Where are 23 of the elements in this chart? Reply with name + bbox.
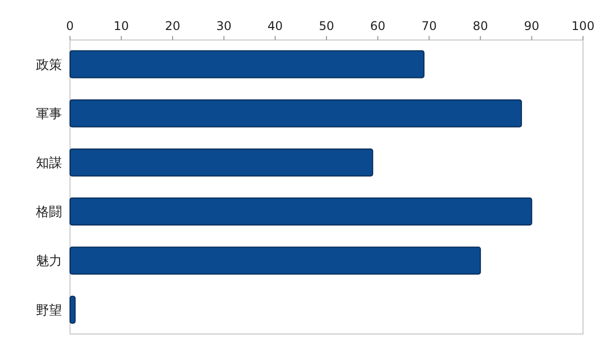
y-tick-label: 軍事 [36,106,62,122]
y-tick-label: 政策 [36,58,62,73]
y-tick-label: 野望 [36,303,62,318]
bar [70,246,481,275]
bar [70,99,522,128]
x-tick-label: 20 [164,19,180,33]
x-tick-label: 40 [268,19,283,33]
x-tick-label: 60 [370,19,386,33]
x-tick-label: 70 [421,19,437,33]
y-tick-label: 知謀 [36,156,62,172]
x-tick-label: 100 [572,19,594,33]
y-tick-label: 魅力 [36,254,62,270]
x-tick-label: 30 [216,19,232,33]
y-tick-label: 格闘 [35,205,62,220]
x-tick-label: 50 [318,19,334,33]
bar [70,296,76,324]
x-tick-label: 80 [472,19,488,33]
bar [70,198,532,226]
bar [70,50,424,78]
x-tick-label: 90 [524,19,540,33]
x-tick-label: 0 [66,19,74,33]
bar [70,148,374,176]
x-tick-label: 10 [114,19,129,33]
